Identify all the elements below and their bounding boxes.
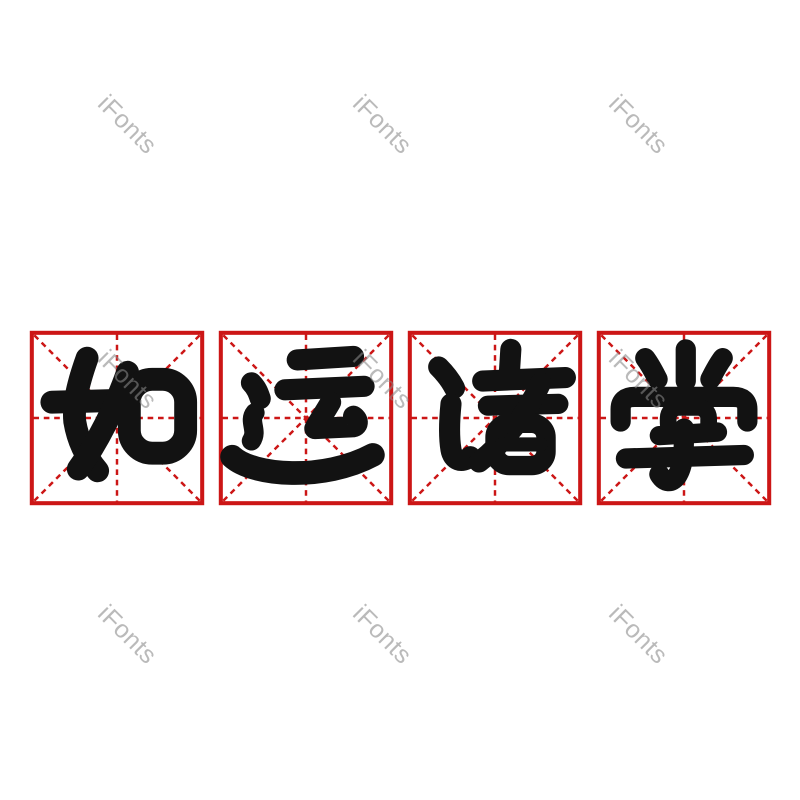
character-glyph-zhang [596,330,772,506]
character-glyph-zhu [407,330,583,506]
mizige-grid [407,330,583,506]
ifonts-watermark: iFonts [603,89,674,160]
character-glyph-ru [29,330,205,506]
glyph-strokes [610,339,758,492]
ifonts-watermark: iFonts [92,599,163,670]
ifonts-watermark: iFonts [92,89,163,160]
character-row: 如 运 [29,329,772,507]
ifonts-watermark: iFonts [347,89,418,160]
ifonts-watermark: iFonts [347,599,418,670]
mizige-cell-3: 诸 [407,329,583,507]
mizige-cell-1: 如 [29,329,205,507]
glyph-strokes [220,345,385,485]
mizige-cell-4: 掌 [596,329,772,507]
glyph-strokes [40,346,198,483]
mizige-cell-2: 运 [218,329,394,507]
ifonts-watermark: iFonts [603,599,674,670]
glyph-strokes [428,338,576,476]
character-glyph-yun [218,330,394,506]
